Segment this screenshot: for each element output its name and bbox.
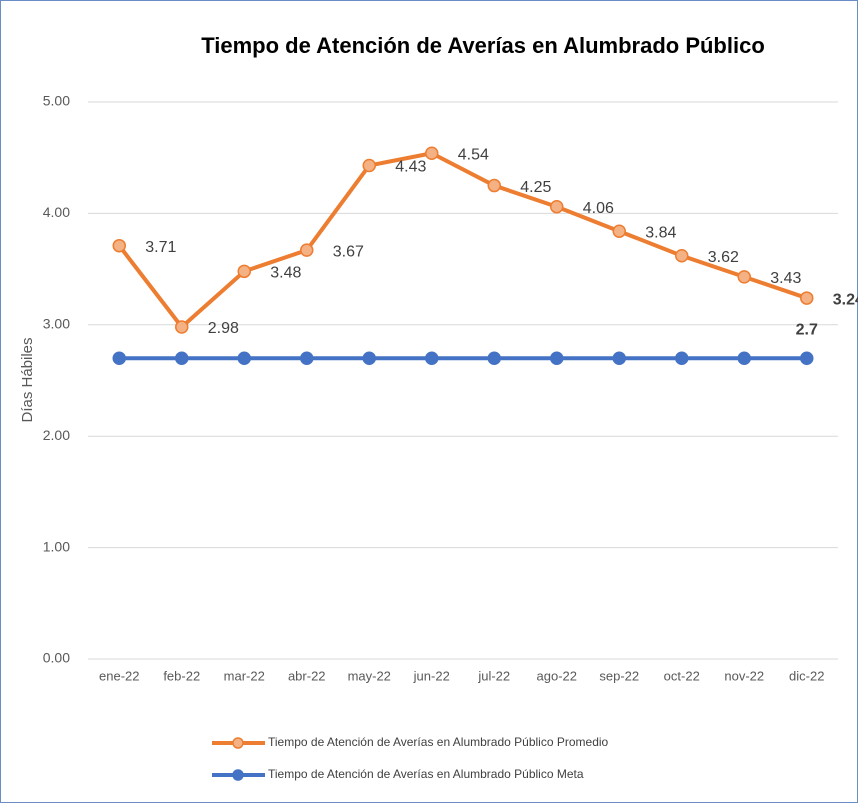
marker xyxy=(612,224,626,238)
y-tick-label: 0.00 xyxy=(43,650,70,666)
marker xyxy=(237,351,251,365)
marker xyxy=(175,351,189,365)
marker xyxy=(112,238,126,253)
data-label: 3.67 xyxy=(333,243,364,260)
marker xyxy=(487,351,501,365)
y-tick-label: 1.00 xyxy=(43,538,70,554)
y-tick-label: 4.00 xyxy=(43,204,70,220)
y-tick-label: 3.00 xyxy=(43,316,70,332)
data-label: 4.43 xyxy=(395,159,426,176)
marker xyxy=(737,270,751,284)
data-label: 2.7 xyxy=(796,321,818,338)
data-label: 3.84 xyxy=(645,224,676,241)
x-tick-label: jul-22 xyxy=(477,668,510,683)
legend-marker xyxy=(232,769,244,781)
x-tick-label: mar-22 xyxy=(224,668,265,683)
marker xyxy=(425,351,439,365)
marker xyxy=(675,351,689,365)
marker xyxy=(112,351,126,365)
chart-title: Tiempo de Atención de Averías en Alumbra… xyxy=(201,33,765,58)
x-tick-label: nov-22 xyxy=(724,668,764,683)
series-line xyxy=(117,151,808,330)
x-tick-label: may-22 xyxy=(348,668,391,683)
data-label: 4.25 xyxy=(520,179,551,196)
marker xyxy=(362,158,376,173)
x-tick-label: feb-22 xyxy=(163,668,200,683)
marker xyxy=(800,291,814,305)
data-label: 2.98 xyxy=(208,320,239,337)
data-label: 3.43 xyxy=(770,270,801,287)
marker xyxy=(550,199,564,214)
data-label: 3.24 xyxy=(833,291,858,308)
marker xyxy=(550,351,564,365)
marker xyxy=(237,264,251,279)
marker xyxy=(737,351,751,365)
x-tick-label: oct-22 xyxy=(664,668,700,683)
x-tick-label: ago-22 xyxy=(537,668,577,683)
y-tick-label: 2.00 xyxy=(43,427,70,443)
x-tick-label: abr-22 xyxy=(288,668,326,683)
marker xyxy=(425,146,439,160)
data-label: 3.62 xyxy=(708,249,739,266)
marker xyxy=(612,351,626,365)
data-label: 3.71 xyxy=(145,239,176,256)
x-tick-label: sep-22 xyxy=(599,668,639,683)
marker xyxy=(300,243,314,257)
marker xyxy=(300,351,314,365)
data-label: 4.06 xyxy=(583,200,614,217)
legend-label: Tiempo de Atención de Averías en Alumbra… xyxy=(268,735,609,749)
legend-marker xyxy=(232,737,244,749)
y-axis-label: Días Hábiles xyxy=(19,337,36,422)
y-tick-label: 5.00 xyxy=(43,93,70,109)
data-label: 3.48 xyxy=(270,265,301,282)
marker xyxy=(175,320,189,334)
x-tick-label: dic-22 xyxy=(789,668,824,683)
legend-label: Tiempo de Atención de Averías en Alumbra… xyxy=(268,767,584,781)
x-tick-label: jun-22 xyxy=(413,668,450,683)
data-label: 4.54 xyxy=(458,146,489,163)
marker xyxy=(800,351,814,365)
marker xyxy=(487,178,501,193)
marker xyxy=(675,248,689,263)
marker xyxy=(362,351,376,365)
x-tick-label: ene-22 xyxy=(99,668,139,683)
